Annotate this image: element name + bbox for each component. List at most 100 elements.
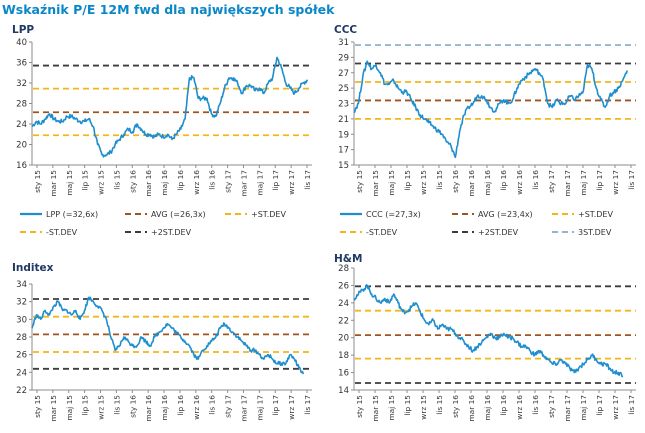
x-tick-label: mar 15 (371, 395, 380, 422)
legend-label: LPP (=32,6x) (46, 210, 98, 219)
x-tick-label: lis 15 (112, 170, 121, 190)
x-tick-label: lip 15 (81, 170, 90, 191)
chart-title: LPP (12, 24, 34, 36)
x-tick-label: maj 17 (255, 395, 264, 421)
y-tick-label: 20 (16, 141, 27, 151)
y-tick-label: 28 (16, 100, 27, 110)
legend-label: CCC (=27,3x) (366, 210, 421, 219)
x-tick-label: lip 15 (403, 170, 412, 191)
x-tick-label: sty 15 (355, 395, 364, 418)
y-tick-label: 24 (338, 299, 349, 309)
y-tick-label: 23 (338, 100, 349, 110)
x-tick-label: sty 17 (224, 395, 233, 418)
series-line (353, 284, 624, 378)
y-tick-label: 15 (338, 161, 349, 171)
y-tick-label: 24 (16, 120, 27, 130)
series-line (31, 56, 309, 158)
legend-label: 3ST.DEV (578, 228, 612, 237)
x-tick-label: mar 16 (144, 395, 153, 422)
y-tick-label: 26 (16, 351, 27, 361)
y-tick-label: 22 (338, 316, 349, 326)
legend-label: AVG (=23,4x) (478, 210, 533, 219)
legend-label: +ST.DEV (251, 210, 286, 219)
x-tick-label: lip 16 (176, 170, 185, 191)
x-tick-label: lip 17 (595, 395, 604, 416)
x-tick-label: wrz 16 (192, 395, 201, 420)
x-tick-label: lis 16 (531, 395, 540, 415)
page-title: Wskaźnik P/E 12M fwd dla największych sp… (2, 2, 335, 17)
x-tick-label: lip 15 (403, 395, 412, 416)
legend-label: AVG (=26,3x) (151, 210, 206, 219)
x-tick-label: maj 15 (387, 395, 396, 421)
x-tick-label: sty 15 (33, 170, 42, 193)
y-tick-label: 36 (16, 59, 27, 69)
x-tick-label: lis 16 (208, 395, 217, 415)
x-tick-label: wrz 16 (192, 170, 201, 195)
x-tick-label: maj 15 (387, 170, 396, 196)
x-tick-label: lis 15 (112, 395, 121, 415)
chart-inditex: Inditex 22 24 26 28 30 32 34 sty 15 mar 15 maj 15 l… (12, 262, 312, 422)
x-tick-label: wrz 16 (515, 170, 524, 195)
y-tick-label: 31 (338, 38, 349, 48)
x-tick-label: wrz 15 (419, 395, 428, 420)
y-tick-label: 27 (338, 69, 349, 79)
y-tick-label: 17 (338, 146, 349, 156)
chart-title: H&M (334, 253, 362, 265)
x-tick-label: lip 16 (176, 395, 185, 416)
x-tick-label: lip 17 (271, 395, 280, 416)
x-tick-label: maj 16 (160, 395, 169, 421)
chart-ccc: CCC 15 17 19 21 23 25 27 29 31 sty 15 mar 15 maj 15 l… (334, 24, 636, 197)
x-tick-label: mar 15 (371, 170, 380, 197)
x-tick-label: maj 17 (255, 170, 264, 196)
x-tick-label: sty 16 (128, 395, 137, 418)
y-tick-label: 14 (338, 386, 349, 396)
chart-title: Inditex (12, 262, 54, 274)
x-tick-label: mar 17 (563, 395, 572, 422)
y-tick-label: 18 (338, 351, 349, 361)
x-tick-label: maj 17 (579, 395, 588, 421)
y-tick-label: 32 (16, 298, 27, 308)
y-tick-label: 22 (16, 386, 27, 396)
y-tick-label: 26 (338, 281, 349, 291)
legend-label: +2ST.DEV (478, 228, 519, 237)
chart-hm: H&M 14 16 18 20 22 24 26 28 sty 15 mar 15 maj 15 lip… (334, 253, 636, 422)
legend-lpp: LPP (=32,6x) AVG (=26,3x) +ST.DEV -ST.DEV +2… (20, 210, 286, 237)
x-tick-label: lip 16 (499, 170, 508, 191)
x-tick-label: lis 15 (435, 395, 444, 415)
x-tick-label: lis 17 (627, 170, 636, 190)
y-tick-label: 20 (338, 334, 349, 344)
y-tick-label: 30 (16, 315, 27, 325)
x-tick-label: mar 17 (563, 170, 572, 197)
chart-lpp: LPP 16 20 24 28 32 36 40 sty 15 mar 15 maj 15 lip 1… (12, 24, 312, 197)
y-tick-label: 25 (338, 84, 349, 94)
y-tick-label: 32 (16, 79, 27, 89)
x-tick-label: mar 15 (49, 170, 58, 197)
x-tick-label: wrz 15 (97, 170, 106, 195)
x-tick-label: maj 15 (65, 170, 74, 196)
x-tick-label: lip 15 (81, 395, 90, 416)
x-tick-label: lip 16 (499, 395, 508, 416)
x-tick-label: wrz 15 (419, 170, 428, 195)
y-tick-label: 29 (338, 53, 349, 63)
x-tick-label: wrz 17 (287, 395, 296, 420)
y-tick-label: 24 (16, 368, 27, 378)
y-tick-label: 40 (16, 38, 27, 48)
x-tick-label: mar 17 (239, 170, 248, 197)
legend-label: -ST.DEV (46, 228, 78, 237)
x-tick-label: lis 17 (303, 170, 312, 190)
x-tick-label: mar 16 (144, 170, 153, 197)
chart-title: CCC (334, 24, 357, 36)
x-tick-label: mar 15 (49, 395, 58, 422)
series-line (353, 60, 628, 159)
x-tick-label: lis 16 (531, 170, 540, 190)
x-tick-label: sty 16 (451, 395, 460, 418)
legend-ccc: CCC (=27,3x) AVG (=23,4x) +ST.DEV -ST.DEV +2… (340, 210, 613, 237)
x-tick-label: sty 17 (547, 395, 556, 418)
legend-label: -ST.DEV (366, 228, 398, 237)
x-tick-label: maj 16 (160, 170, 169, 196)
x-tick-label: wrz 17 (611, 395, 620, 420)
legend-label: +2ST.DEV (151, 228, 192, 237)
x-tick-label: sty 17 (224, 170, 233, 193)
x-tick-label: maj 15 (65, 395, 74, 421)
